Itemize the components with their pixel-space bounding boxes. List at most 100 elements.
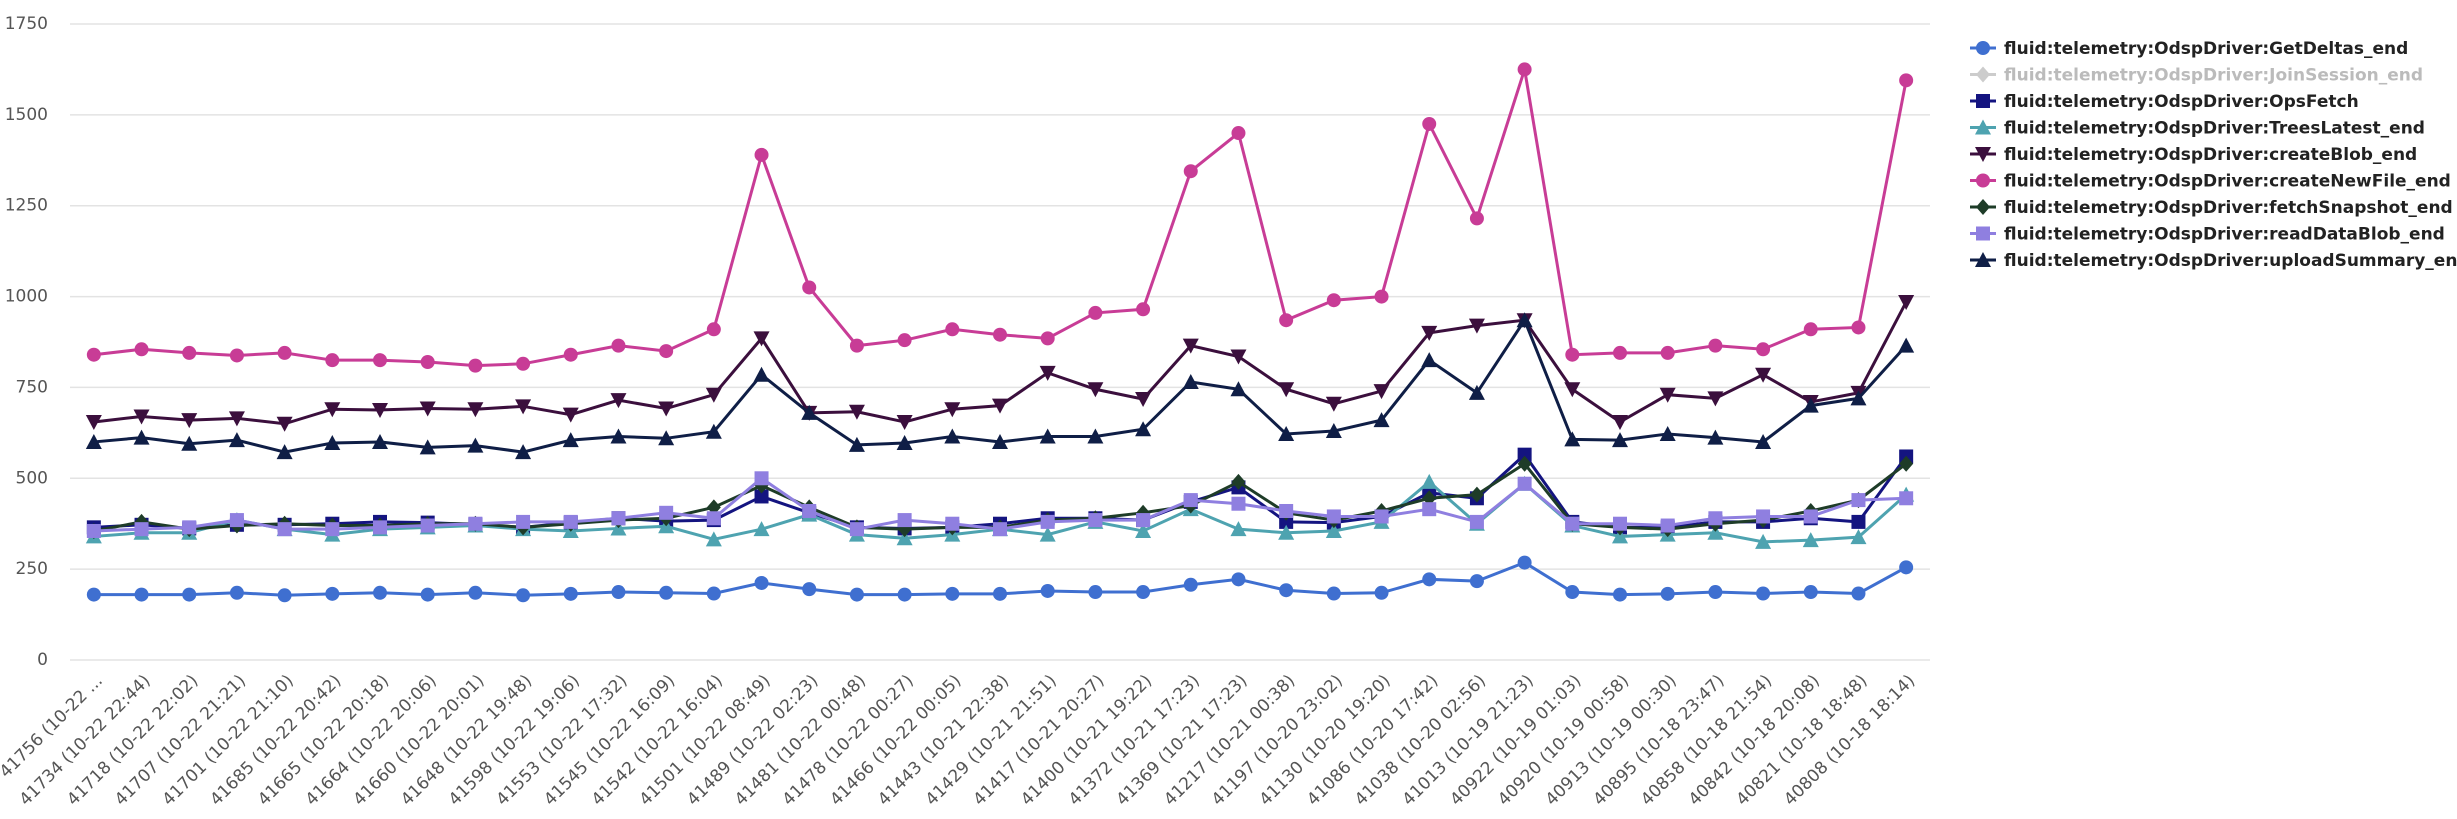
point — [896, 435, 913, 451]
point — [611, 511, 626, 526]
point — [1374, 289, 1389, 304]
point — [1851, 493, 1866, 508]
y-tick-label: 250 — [16, 559, 48, 579]
point — [1708, 511, 1723, 526]
point — [802, 280, 817, 295]
point — [1469, 486, 1484, 503]
legend-marker — [1975, 252, 1991, 267]
point — [1565, 585, 1580, 600]
point — [1422, 116, 1437, 131]
point — [134, 587, 149, 602]
point — [1421, 325, 1438, 341]
point — [848, 404, 865, 420]
point — [229, 513, 244, 528]
point — [1039, 526, 1056, 542]
point — [1326, 293, 1341, 308]
point — [1183, 577, 1198, 592]
point — [992, 433, 1008, 449]
legend-marker — [1976, 226, 1990, 241]
y-tick-label: 750 — [16, 377, 48, 397]
point — [1565, 516, 1580, 531]
series — [86, 62, 1914, 373]
point — [419, 439, 436, 455]
point — [1803, 322, 1818, 337]
series — [85, 312, 1915, 460]
point — [1707, 391, 1724, 407]
point — [420, 354, 435, 369]
point — [1231, 572, 1246, 587]
legend-label: fluid:telemetry:OdspDriver:JoinSession_e… — [2004, 66, 2423, 86]
point — [754, 147, 769, 162]
point — [1613, 345, 1627, 360]
point — [86, 587, 101, 602]
point — [1278, 425, 1295, 441]
point — [1135, 522, 1152, 538]
point — [1850, 529, 1867, 545]
y-tick-label: 1750 — [5, 14, 48, 34]
point — [1136, 585, 1151, 600]
y-tick-label: 0 — [37, 650, 48, 670]
legend-marker — [1976, 173, 1990, 188]
point — [373, 353, 387, 368]
point — [1612, 414, 1628, 430]
point — [1899, 491, 1914, 506]
point — [1278, 524, 1295, 540]
legend-label: fluid:telemetry:OdspDriver:createNewFile… — [2004, 172, 2451, 192]
point — [1613, 516, 1627, 531]
point — [419, 401, 436, 417]
point — [562, 432, 579, 448]
point — [1231, 126, 1246, 141]
point — [802, 503, 817, 518]
point — [86, 347, 101, 362]
series — [86, 471, 1914, 538]
point — [754, 575, 769, 590]
series — [86, 555, 1914, 603]
point — [993, 327, 1007, 342]
point — [705, 531, 722, 547]
point — [1756, 509, 1771, 524]
point — [896, 530, 913, 546]
point — [1373, 412, 1390, 428]
point — [324, 435, 341, 451]
point — [516, 356, 531, 371]
legend-marker — [1976, 66, 1990, 83]
point — [1469, 574, 1484, 589]
legend-label: fluid:telemetry:OdspDriver:fetchSnapshot… — [2004, 198, 2453, 218]
point — [1802, 397, 1819, 413]
point — [515, 444, 532, 460]
point — [516, 514, 531, 529]
point — [993, 522, 1007, 537]
point — [1039, 428, 1056, 444]
point — [1850, 390, 1867, 406]
point — [1898, 337, 1915, 353]
point — [1707, 524, 1724, 540]
point — [563, 347, 578, 362]
point — [563, 514, 578, 529]
point — [1279, 583, 1294, 598]
point — [992, 398, 1008, 414]
point — [753, 521, 770, 537]
point — [468, 358, 483, 373]
legend-marker — [1975, 119, 1991, 135]
point — [182, 520, 197, 535]
y-tick-label: 1500 — [5, 105, 48, 125]
point — [1899, 73, 1914, 88]
point — [944, 402, 961, 418]
point — [1659, 425, 1676, 441]
point — [1708, 585, 1723, 600]
point — [228, 432, 245, 448]
point — [706, 322, 721, 337]
point — [658, 430, 675, 446]
point — [467, 402, 484, 418]
point — [1087, 428, 1104, 444]
point — [1517, 476, 1532, 491]
point — [754, 489, 769, 504]
point — [515, 399, 532, 415]
point — [325, 522, 340, 537]
point — [563, 586, 578, 601]
point — [1279, 503, 1294, 518]
legend-label: fluid:telemetry:OdspDriver:TreesLatest_e… — [2004, 119, 2425, 139]
point — [468, 516, 483, 531]
legend-label: fluid:telemetry:OdspDriver:readDataBlob_… — [2004, 225, 2445, 245]
